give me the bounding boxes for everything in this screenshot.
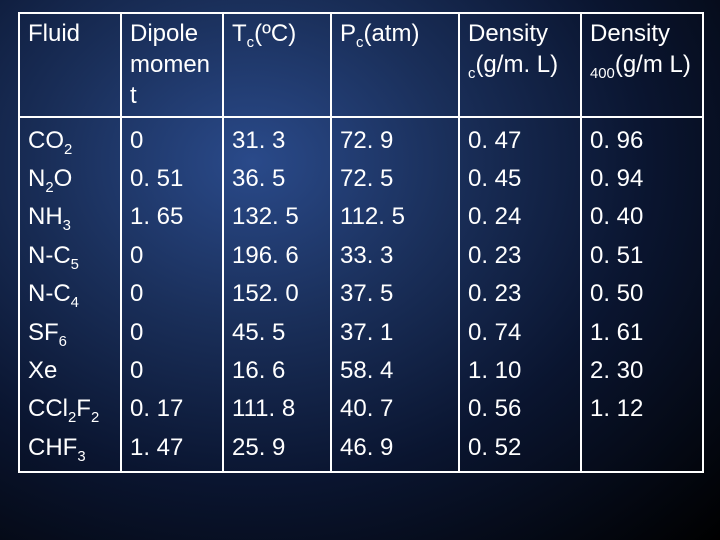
col-header-tc: Tc(ºC) xyxy=(223,13,331,117)
cell-fluids: CO2N2ONH3N-C5N-C4SF6XeCCl2F2CHF3 xyxy=(19,117,121,473)
cell-densc: 0. 470. 450. 240. 230. 230. 741. 100. 56… xyxy=(459,117,581,473)
cell-tc: 31. 336. 5132. 5196. 6152. 045. 516. 611… xyxy=(223,117,331,473)
col-header-pc: Pc(atm) xyxy=(331,13,459,117)
cell-dens400: 0. 960. 940. 400. 510. 501. 612. 301. 12 xyxy=(581,117,703,473)
table-header-row: Fluid Dipole momen t Tc(ºC) Pc(atm) Dens… xyxy=(19,13,703,117)
fluid-properties-table: Fluid Dipole momen t Tc(ºC) Pc(atm) Dens… xyxy=(18,12,704,473)
table-data-row: CO2N2ONH3N-C5N-C4SF6XeCCl2F2CHF3 00. 511… xyxy=(19,117,703,473)
cell-pc: 72. 972. 5112. 533. 337. 537. 158. 440. … xyxy=(331,117,459,473)
cell-dipole: 00. 511. 6500000. 171. 47 xyxy=(121,117,223,473)
col-header-dipole: Dipole momen t xyxy=(121,13,223,117)
fluid-properties-table-container: Fluid Dipole momen t Tc(ºC) Pc(atm) Dens… xyxy=(18,12,702,473)
col-header-fluid: Fluid xyxy=(19,13,121,117)
col-header-dens400: Density 400(g/m L) xyxy=(581,13,703,117)
col-header-densc: Density c(g/m. L) xyxy=(459,13,581,117)
